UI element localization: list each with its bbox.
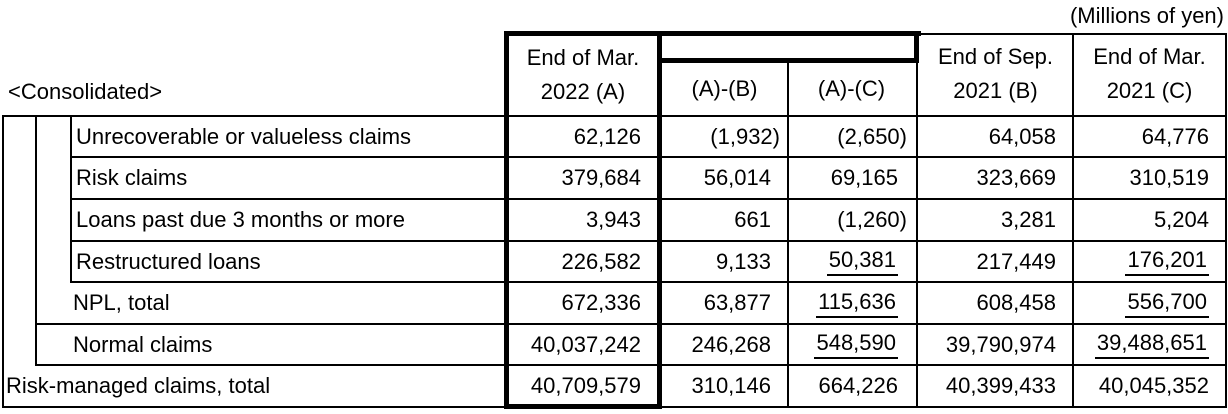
value-cell: 556,700 xyxy=(1074,283,1225,323)
row-label: Loans past due 3 months or more xyxy=(76,207,405,232)
divider xyxy=(35,115,37,366)
value-cell: 115,636 xyxy=(789,283,914,323)
value-cell: 310,519 xyxy=(1129,165,1209,190)
row-label: NPL, total xyxy=(73,290,170,315)
value-cell: 608,458 xyxy=(976,290,1056,315)
row-label: Risk claims xyxy=(76,165,188,190)
divider xyxy=(2,115,1227,117)
value-cell: 3,281 xyxy=(1000,207,1056,232)
header-end-of-sep-2021-b: End of Sep. 2021 (B) xyxy=(938,44,1053,103)
value-cell: (1,932) xyxy=(710,123,780,149)
header-a-minus-c: (A)-(C) xyxy=(817,75,886,101)
divider xyxy=(504,31,509,409)
value-cell: 39,790,974 xyxy=(945,331,1056,357)
value-cell: 40,045,352 xyxy=(1098,373,1209,398)
value-cell: (1,260) xyxy=(837,207,907,232)
value-cell: 226,582 xyxy=(561,248,641,274)
value-cell: 664,226 xyxy=(818,373,898,398)
divider xyxy=(1072,33,1074,408)
divider xyxy=(35,323,1227,325)
header-a-minus-b: (A)-(B) xyxy=(691,75,758,101)
consolidated-label: <Consolidated> xyxy=(8,79,163,104)
divider xyxy=(657,31,662,409)
value-cell: 310,146 xyxy=(691,373,771,398)
divider xyxy=(70,281,1227,283)
value-cell: 63,877 xyxy=(703,290,771,315)
divider xyxy=(70,156,1227,158)
divider xyxy=(504,404,662,409)
divider xyxy=(504,31,921,36)
value-cell: 176,201 xyxy=(1074,242,1225,281)
value-cell: 69,165 xyxy=(830,165,898,190)
value-cell: 9,133 xyxy=(715,248,771,274)
divider xyxy=(70,240,1227,242)
value-cell: 64,058 xyxy=(988,123,1056,149)
value-cell: 56,014 xyxy=(703,165,771,190)
header-end-of-mar-2022-a: End of Mar. 2022 (A) xyxy=(526,45,640,104)
row-label: Normal claims xyxy=(73,331,213,357)
value-cell: 62,126 xyxy=(573,123,641,149)
value-cell: 50,381 xyxy=(789,242,914,281)
row-label: Restructured loans xyxy=(76,248,261,274)
divider xyxy=(35,364,1227,366)
divider xyxy=(787,59,789,408)
value-cell: 379,684 xyxy=(561,165,641,190)
value-cell: 40,399,433 xyxy=(945,373,1056,398)
unit-note: (Millions of yen) xyxy=(1069,3,1224,28)
divider xyxy=(70,198,1227,200)
divider xyxy=(916,61,918,408)
value-cell: 323,669 xyxy=(976,165,1056,190)
divider xyxy=(2,115,4,408)
value-cell: 64,776 xyxy=(1141,123,1209,149)
value-cell: (2,650) xyxy=(837,123,907,149)
header-end-of-mar-2021-c: End of Mar. 2021 (C) xyxy=(1093,44,1206,103)
value-cell: 217,449 xyxy=(976,248,1056,274)
value-cell: 661 xyxy=(734,207,771,232)
divider xyxy=(914,31,919,63)
row-label: Unrecoverable or valueless claims xyxy=(76,123,412,149)
value-cell: 39,488,651 xyxy=(1074,325,1225,364)
value-cell: 246,268 xyxy=(691,331,771,357)
divider xyxy=(1225,33,1227,408)
row-label: Risk-managed claims, total xyxy=(6,373,271,398)
value-cell: 40,037,242 xyxy=(530,331,641,357)
value-cell: 548,590 xyxy=(789,325,914,364)
value-cell: 3,943 xyxy=(585,207,641,232)
value-cell: 672,336 xyxy=(561,290,641,315)
value-cell: 40,709,579 xyxy=(530,373,641,398)
divider xyxy=(70,115,72,283)
value-cell: 5,204 xyxy=(1153,207,1209,232)
